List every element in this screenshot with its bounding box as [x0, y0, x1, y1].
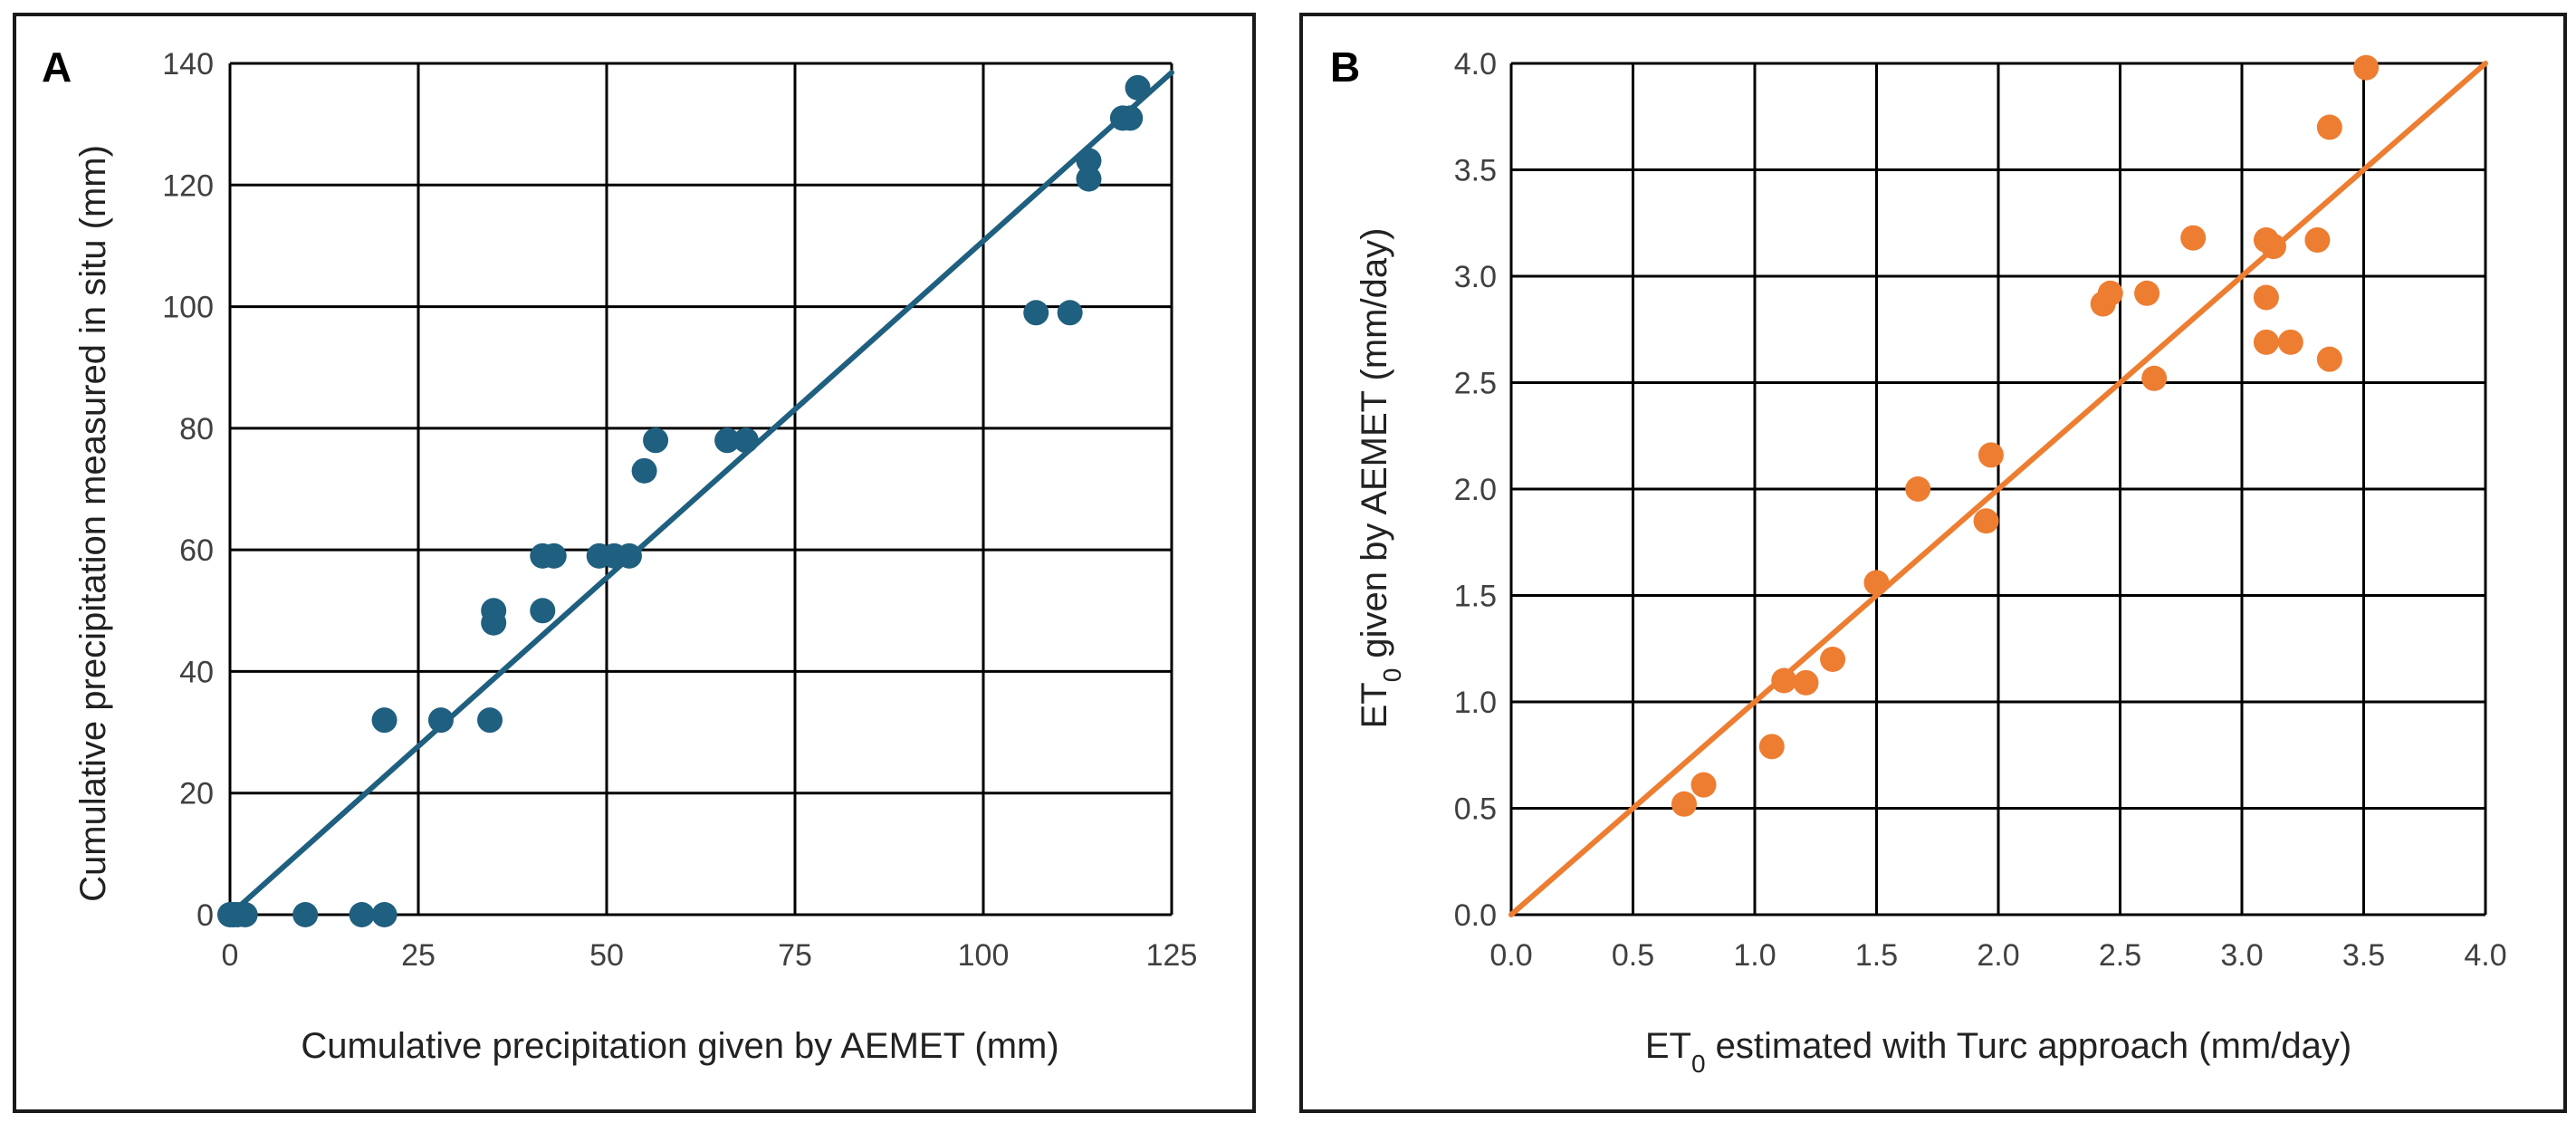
panel-b: B 0.0 0.5 1.0 1.5 2.0 2.5 3.0 3.5 4.0 0.0 0.5 1.0 1…: [1299, 13, 2567, 1113]
x-axis-label-b: ET0 estimated with Turc approach (mm/day…: [1645, 1026, 2351, 1078]
data-point: [2141, 365, 2168, 391]
data-point: [1973, 508, 1999, 534]
panel-label-a: A: [42, 43, 72, 91]
data-point: [530, 598, 556, 624]
data-point: [1057, 300, 1083, 326]
data-point: [733, 427, 759, 454]
x-axis-label-b-sub: 0: [1691, 1050, 1706, 1078]
data-point: [2277, 329, 2303, 355]
data-point: [1023, 300, 1049, 326]
x-tick-label: 75: [778, 938, 812, 973]
x-tick-label: 3.5: [2342, 938, 2385, 973]
data-point: [2097, 280, 2123, 306]
data-point: [1758, 734, 1785, 760]
x-tick-label: 100: [958, 938, 1010, 973]
panel-a: A 0 25 50 75 100 125 0 20 40 60 80 100 120 140 Cumul…: [13, 13, 1256, 1113]
data-point: [1793, 669, 1819, 696]
y-tick-label: 3.0: [1454, 260, 1497, 294]
data-point: [1125, 74, 1151, 101]
x-axis-label-b-main: ET: [1645, 1026, 1691, 1066]
y-tick-label: 60: [179, 533, 214, 568]
trend-line: [227, 70, 1174, 917]
x-tick-label: 50: [589, 938, 624, 973]
data-point: [714, 427, 741, 454]
data-point: [2253, 284, 2279, 311]
y-axis-label-a: Cumulative precipitation measured in sit…: [73, 145, 113, 902]
data-point: [371, 707, 397, 734]
x-tick-label: 25: [401, 938, 436, 973]
y-tick-label: 4.0: [1454, 47, 1497, 82]
x-tick-label: 1.5: [1855, 938, 1898, 973]
data-point: [1863, 570, 1890, 596]
y-tick-label: 2.5: [1454, 367, 1497, 401]
panel-label-b: B: [1330, 43, 1360, 91]
data-point: [2316, 346, 2342, 372]
data-point: [2353, 54, 2380, 81]
y-tick-label: 40: [179, 655, 214, 689]
data-point: [292, 902, 319, 927]
data-point: [481, 598, 507, 624]
y-tick-label: 1.5: [1454, 580, 1497, 614]
y-axis-label-b-sub: 0: [1378, 668, 1406, 683]
y-tick-label: 2.0: [1454, 473, 1497, 507]
y-tick-label: 0.0: [1454, 898, 1497, 933]
y-axis-label-b-rest: given by AEMET (mm/day): [1355, 228, 1394, 668]
trend-line: [1508, 61, 2488, 917]
data-point: [616, 542, 642, 569]
x-tick-label: 1.0: [1733, 938, 1776, 973]
data-point: [1905, 476, 1931, 502]
y-tick-label: 100: [162, 291, 214, 325]
data-point: [2316, 114, 2342, 140]
x-tick-label: 2.5: [2099, 938, 2141, 973]
data-point: [1076, 166, 1102, 192]
y-axis-label-b-main: ET: [1355, 682, 1394, 728]
data-point: [1771, 667, 1797, 694]
x-axis-label-a: Cumulative precipitation given by AEMET …: [301, 1026, 1058, 1066]
data-point: [349, 902, 375, 927]
data-point: [1671, 791, 1697, 817]
x-tick-label: 3.0: [2220, 938, 2263, 973]
data-point: [1690, 772, 1717, 798]
x-tick-label: 0.0: [1489, 938, 1532, 973]
y-tick-label: 0.5: [1454, 792, 1497, 827]
data-point: [1117, 105, 1144, 131]
data-point: [1977, 442, 2004, 468]
data-point: [2180, 225, 2207, 251]
data-point: [643, 427, 669, 454]
x-axis-label-b-rest: estimated with Turc approach (mm/day): [1706, 1026, 2352, 1066]
data-point: [1076, 148, 1102, 174]
data-point: [2304, 227, 2331, 254]
y-tick-label: 80: [179, 412, 214, 446]
data-point: [1820, 647, 1846, 672]
y-tick-label: 1.0: [1454, 686, 1497, 720]
y-axis-label-b: ET0 given by AEMET (mm/day): [1355, 228, 1406, 729]
y-tick-label: 120: [162, 168, 214, 203]
y-tick-label: 140: [162, 47, 214, 82]
data-point: [2260, 234, 2286, 260]
y-tick-label: 20: [179, 777, 214, 811]
x-tick-label: 4.0: [2464, 938, 2506, 973]
chart-a: A 0 25 50 75 100 125 0 20 40 60 80 100 120 140 Cumul…: [42, 43, 1198, 1066]
y-tick-label: 0: [196, 898, 214, 933]
chart-b: B 0.0 0.5 1.0 1.5 2.0 2.5 3.0 3.5 4.0 0.0 0.5 1.0 1…: [1330, 43, 2507, 1078]
x-tick-label: 2.0: [1977, 938, 2019, 973]
x-tick-label: 125: [1146, 938, 1198, 973]
data-point: [232, 902, 258, 927]
data-point: [371, 902, 397, 927]
data-point: [631, 457, 657, 484]
data-point: [2134, 280, 2160, 306]
data-point: [427, 707, 454, 734]
data-point: [541, 542, 567, 569]
y-tick-label: 3.5: [1454, 154, 1497, 188]
x-tick-label: 0: [222, 938, 239, 973]
data-point: [477, 707, 503, 734]
x-tick-label: 0.5: [1612, 938, 1654, 973]
data-point: [2253, 329, 2279, 355]
